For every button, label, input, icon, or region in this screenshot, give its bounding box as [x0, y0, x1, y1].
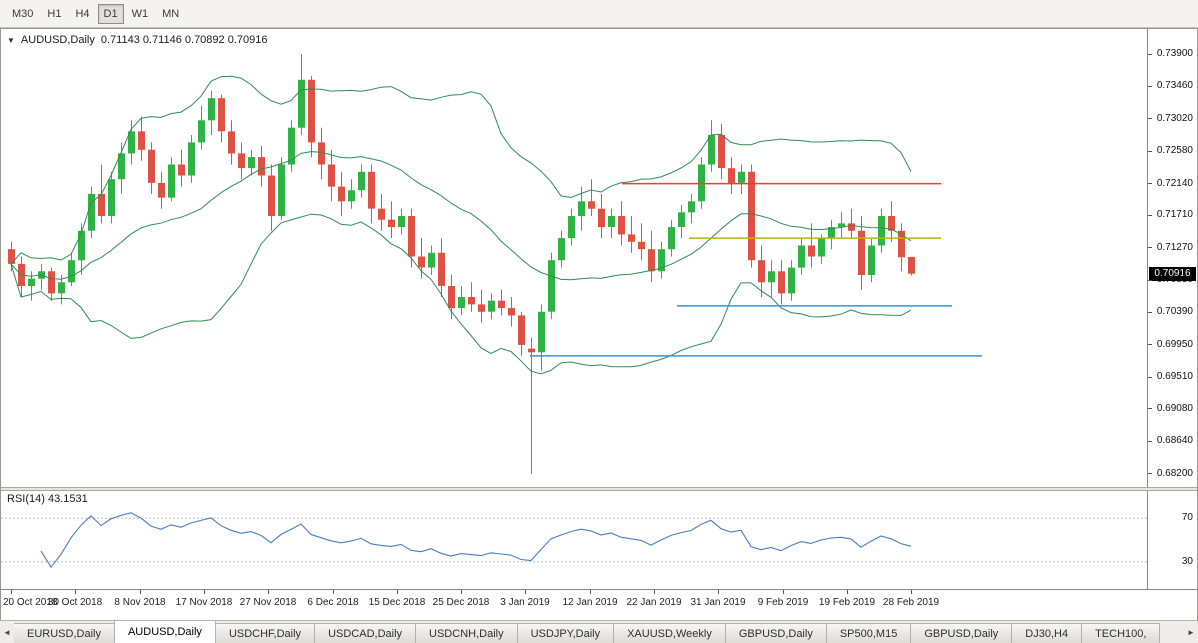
chart-tab-usdjpy-daily[interactable]: USDJPY,Daily	[516, 623, 615, 643]
timeframe-button-h4[interactable]: H4	[75, 7, 90, 20]
price-tick	[1148, 279, 1152, 281]
price-axis-label: 0.71270	[1156, 241, 1193, 253]
price-tick	[1148, 408, 1152, 410]
price-axis-label: 0.73460	[1156, 80, 1193, 92]
price-tick	[1148, 118, 1152, 120]
time-axis-label: 19 Feb 2019	[818, 597, 876, 608]
timeframe-button-h1[interactable]: H1	[47, 7, 62, 20]
price-tick	[1148, 214, 1152, 216]
rsi-chart-canvas[interactable]	[1, 491, 1147, 589]
price-axis-label: 0.70390	[1156, 306, 1193, 318]
time-tick	[654, 590, 655, 594]
time-tick	[461, 590, 462, 594]
rsi-axis-label: 30	[1181, 555, 1193, 567]
timeframe-button-w1[interactable]: W1	[131, 7, 149, 20]
time-tick	[268, 590, 269, 594]
symbol-dropdown-icon[interactable]: ▼	[7, 35, 15, 45]
price-axis-label: 0.73020	[1156, 112, 1193, 124]
time-tick	[397, 590, 398, 594]
price-axis-label: 0.70830	[1156, 274, 1193, 286]
time-axis-label: 27 Nov 2018	[239, 597, 297, 608]
chart-symbol-period: AUDUSD,Daily	[20, 34, 95, 46]
rsi-axis[interactable]: 70 30	[1147, 491, 1196, 589]
time-tick	[75, 590, 76, 594]
timeframe-button-d1[interactable]: D1	[97, 3, 124, 24]
tabs-scroll-left-button[interactable]: ◄	[3, 628, 11, 637]
time-axis-label: 12 Jan 2019	[562, 597, 618, 608]
time-axis-label: 20 Oct 2018	[3, 597, 58, 608]
time-axis-label: 8 Nov 2018	[114, 597, 166, 608]
chart-tab-usdcnh-daily[interactable]: USDCNH,Daily	[415, 623, 518, 643]
price-axis-label: 0.69950	[1156, 338, 1193, 350]
price-axis-label: 0.69080	[1156, 402, 1193, 414]
chart-title-overlay: ▼ AUDUSD,Daily 0.71143 0.71146 0.70892 0…	[7, 34, 267, 46]
chart-tab-gbpusd-daily[interactable]: GBPUSD,Daily	[910, 623, 1013, 643]
time-tick	[11, 590, 12, 594]
time-axis[interactable]: 20 Oct 2018 30 Oct 2018 8 Nov 2018 17 Nov 2…	[1, 589, 1197, 620]
chart-tab-audusd-daily[interactable]: AUDUSD,Daily	[113, 621, 216, 643]
time-tick	[204, 590, 205, 594]
price-axis[interactable]: 0.70916 0.73900 0.73460 0.73020 0.72580 0.72…	[1147, 29, 1196, 487]
current-price-badge: 0.70916	[1149, 267, 1196, 281]
time-axis-label: 31 Jan 2019	[690, 597, 746, 608]
price-axis-label: 0.71710	[1156, 209, 1193, 221]
price-tick	[1148, 440, 1152, 442]
timeframe-toolbar: M30 H1 H4 D1 W1 MN	[0, 0, 1198, 28]
chart-tab-eurusd-daily[interactable]: EURUSD,Daily	[14, 623, 115, 643]
time-tick	[140, 590, 141, 594]
main-chart-area[interactable]	[1, 29, 1147, 487]
price-tick	[1148, 473, 1152, 475]
time-tick	[718, 590, 719, 594]
time-axis-label: 15 Dec 2018	[368, 597, 426, 608]
price-tick	[1148, 53, 1152, 55]
time-tick	[525, 590, 526, 594]
chart-tab-bar: ◄ EURUSD,Daily AUDUSD,Daily USDCHF,Daily US…	[0, 620, 1198, 643]
chart-tab-usdcad-daily[interactable]: USDCAD,Daily	[314, 623, 417, 643]
chart-tab-usdchf-daily[interactable]: USDCHF,Daily	[214, 623, 316, 643]
time-tick	[911, 590, 912, 594]
rsi-axis-label: 70	[1181, 512, 1193, 524]
time-axis-label: 30 Oct 2018	[47, 597, 103, 608]
chart-ohlc-values: 0.71143 0.71146 0.70892 0.70916	[100, 34, 268, 46]
time-tick	[783, 590, 784, 594]
price-tick	[1148, 344, 1152, 346]
price-tick	[1148, 183, 1152, 185]
main-chart-canvas[interactable]	[1, 29, 1147, 487]
rsi-indicator-label: RSI(14) 43.1531	[7, 493, 88, 505]
price-axis-label: 0.73900	[1156, 48, 1193, 60]
chart-tab-sp500-m15[interactable]: SP500,M15	[825, 623, 912, 643]
price-tick	[1148, 311, 1152, 313]
price-axis-label: 0.72140	[1156, 177, 1193, 189]
price-tick	[1148, 376, 1152, 378]
time-axis-label: 3 Jan 2019	[500, 597, 550, 608]
time-axis-label: 17 Nov 2018	[175, 597, 233, 608]
time-tick	[590, 590, 591, 594]
chart-tab-dj30-h4[interactable]: DJ30,H4	[1011, 623, 1083, 643]
chart-window: ▼ AUDUSD,Daily 0.71143 0.71146 0.70892 0…	[0, 28, 1198, 620]
price-tick	[1148, 150, 1152, 152]
price-tick	[1148, 247, 1152, 249]
time-axis-label: 9 Feb 2019	[757, 597, 809, 608]
price-axis-label: 0.69510	[1156, 371, 1193, 383]
time-axis-label: 6 Dec 2018	[307, 597, 359, 608]
chart-tab-gbpusd-daily[interactable]: GBPUSD,Daily	[724, 623, 827, 643]
time-tick	[333, 590, 334, 594]
timeframe-button-m30[interactable]: M30	[12, 7, 34, 20]
time-axis-label: 22 Jan 2019	[626, 597, 682, 608]
timeframe-button-mn[interactable]: MN	[162, 7, 180, 20]
time-axis-label: 28 Feb 2019	[882, 597, 940, 608]
chart-tab-tech100[interactable]: TECH100,	[1081, 623, 1161, 643]
price-axis-label: 0.72580	[1156, 145, 1193, 157]
price-axis-label: 0.68640	[1156, 435, 1193, 447]
pane-splitter[interactable]	[1, 487, 1197, 491]
tabs-scroll-right-button[interactable]: ►	[1187, 628, 1195, 637]
rsi-indicator-pane[interactable]	[1, 491, 1147, 589]
price-tick	[1148, 85, 1152, 87]
price-axis-label: 0.68200	[1156, 467, 1193, 479]
chart-tabs: EURUSD,Daily AUDUSD,Daily USDCHF,Daily USDC…	[14, 621, 1184, 643]
time-tick	[847, 590, 848, 594]
chart-tab-xauusd-weekly[interactable]: XAUUSD,Weekly	[613, 623, 726, 643]
time-axis-label: 25 Dec 2018	[432, 597, 490, 608]
